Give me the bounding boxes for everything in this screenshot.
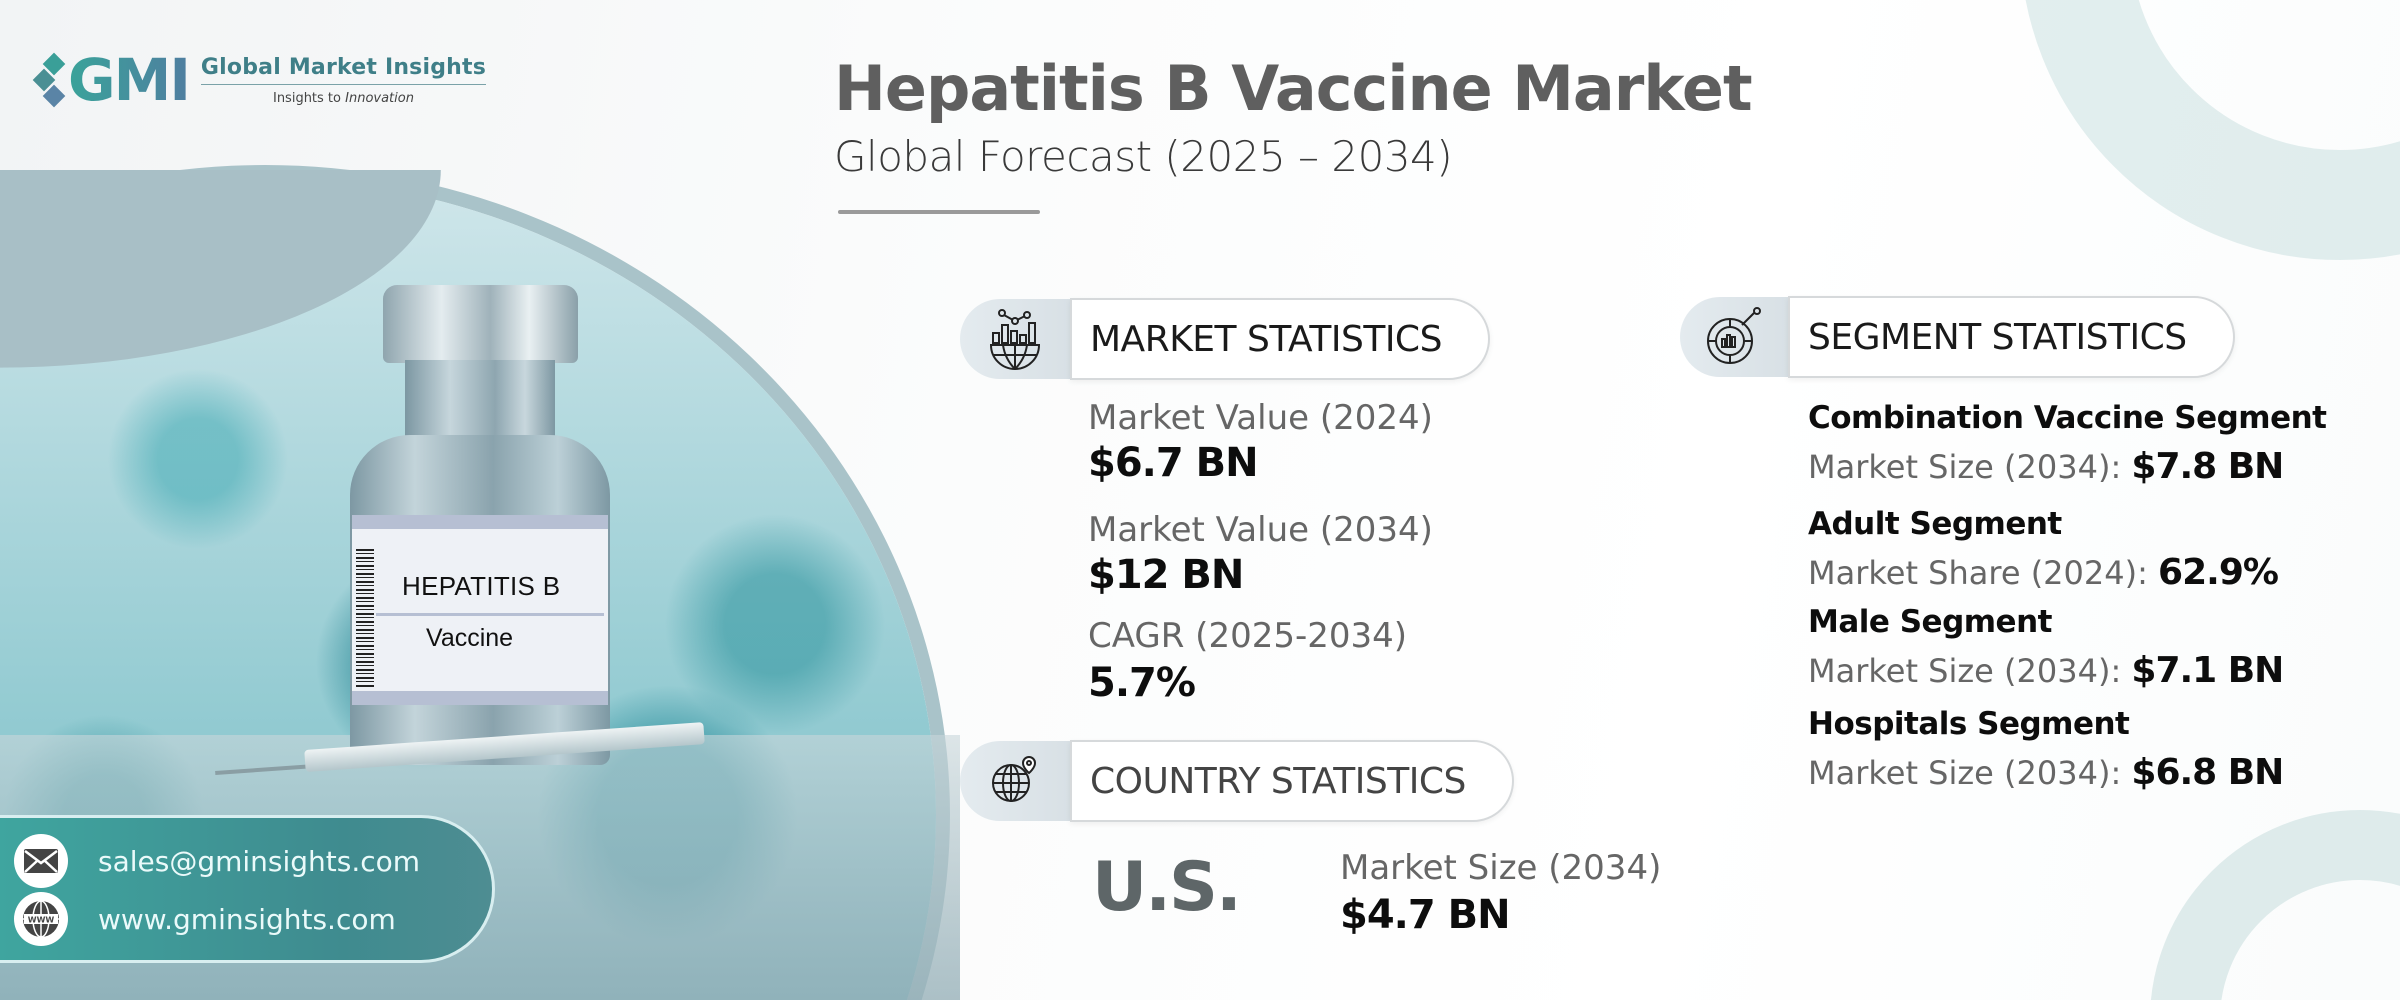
logo-text: Global Market Insights Insights to Innov… (200, 55, 487, 106)
page-subtitle: Global Forecast (2025 – 2034) (834, 132, 1453, 181)
country-statistics-label-box: COUNTRY STATISTICS (1070, 740, 1514, 822)
logo-letters: GMI (68, 46, 191, 114)
segment-metric-label: Market Share (2024): (1808, 554, 2159, 592)
segment-metric-value: $6.8 BN (2131, 752, 2284, 793)
contact-email[interactable]: sales@gminsights.com (14, 834, 420, 888)
segment-metric-value: 62.9% (2158, 552, 2279, 593)
segment-metric-label: Market Size (2034): (1808, 754, 2132, 792)
country-statistics-header: COUNTRY STATISTICS (960, 740, 1514, 822)
segment-title-combination-vaccine: Combination Vaccine Segment (1808, 400, 2327, 436)
market-statistics-heading: MARKET STATISTICS (1090, 318, 1442, 360)
vaccine-vial-image: HEPATITIS B Vaccine (350, 285, 610, 765)
segment-metric-label: Market Size (2034): (1808, 652, 2132, 690)
tagline-prefix: Insights to (272, 90, 346, 106)
brand-name: Global Market Insights (200, 55, 487, 85)
segment-metric-hospitals: Market Size (2034): $6.8 BN (1808, 752, 2284, 793)
www-globe-icon: WWW (14, 892, 68, 946)
globe-pin-icon (960, 741, 1070, 821)
pie-chart-target-icon (1680, 297, 1788, 377)
market-value-2034-value: $12 BN (1088, 552, 1244, 598)
vial-cap (383, 285, 578, 363)
decorative-arc-bottom-right (2150, 810, 2400, 1000)
cagr-value: 5.7% (1088, 660, 1196, 706)
diamond-logo-icon (32, 48, 68, 112)
segment-metric-label: Market Size (2034): (1808, 448, 2132, 486)
contact-email-text[interactable]: sales@gminsights.com (98, 844, 421, 878)
vial-label: HEPATITIS B Vaccine (352, 515, 608, 705)
segment-metric-adult: Market Share (2024): 62.9% (1808, 552, 2279, 593)
country-statistics-heading: COUNTRY STATISTICS (1090, 760, 1466, 802)
market-value-2034-label: Market Value (2034) (1088, 510, 1433, 550)
contact-bar: sales@gminsights.com WWW www.gminsights.… (0, 815, 495, 963)
contact-website[interactable]: WWW www.gminsights.com (14, 892, 396, 946)
segment-statistics-label-box: SEGMENT STATISTICS (1788, 296, 2235, 378)
page-title: Hepatitis B Vaccine Market (834, 52, 1753, 125)
segment-statistics-heading: SEGMENT STATISTICS (1808, 316, 2187, 358)
segment-metric-combination-vaccine: Market Size (2034): $7.8 BN (1808, 446, 2284, 487)
segment-metric-value: $7.1 BN (2131, 650, 2284, 691)
segment-title-hospitals: Hospitals Segment (1808, 706, 2130, 742)
country-market-size-value: $4.7 BN (1340, 892, 1511, 938)
syringe-image (215, 722, 715, 775)
decorative-arc-top-right (2020, 0, 2400, 260)
svg-text:WWW: WWW (28, 916, 55, 925)
brand-tagline: Insights to Innovation (201, 91, 486, 106)
country-name: U.S. (1092, 848, 1242, 927)
vial-label-line1: HEPATITIS B (402, 571, 561, 601)
vial-label-line2: Vaccine (426, 624, 514, 652)
segment-statistics-header: SEGMENT STATISTICS (1680, 296, 2235, 378)
tagline-emphasis: Innovation (345, 90, 414, 106)
segment-metric-male: Market Size (2034): $7.1 BN (1808, 650, 2284, 691)
logo-mark: GMI (32, 46, 191, 114)
country-market-size-label: Market Size (2034) (1340, 848, 1662, 888)
vial-label-rule (376, 613, 604, 616)
title-divider (838, 210, 1040, 214)
segment-title-adult: Adult Segment (1808, 506, 2062, 542)
barcode-icon (356, 549, 374, 689)
cagr-label: CAGR (2025-2034) (1088, 616, 1408, 656)
market-value-2024-label: Market Value (2024) (1088, 398, 1433, 438)
envelope-icon (14, 834, 68, 888)
segment-metric-value: $7.8 BN (2131, 446, 2284, 487)
market-value-2024-value: $6.7 BN (1088, 440, 1259, 486)
gmi-logo[interactable]: GMI Global Market Insights Insights to I… (32, 46, 487, 114)
segment-title-male: Male Segment (1808, 604, 2052, 640)
market-statistics-label-box: MARKET STATISTICS (1070, 298, 1490, 380)
chart-globe-icon (960, 299, 1070, 379)
contact-website-text[interactable]: www.gminsights.com (98, 902, 396, 936)
market-statistics-header: MARKET STATISTICS (960, 298, 1490, 380)
